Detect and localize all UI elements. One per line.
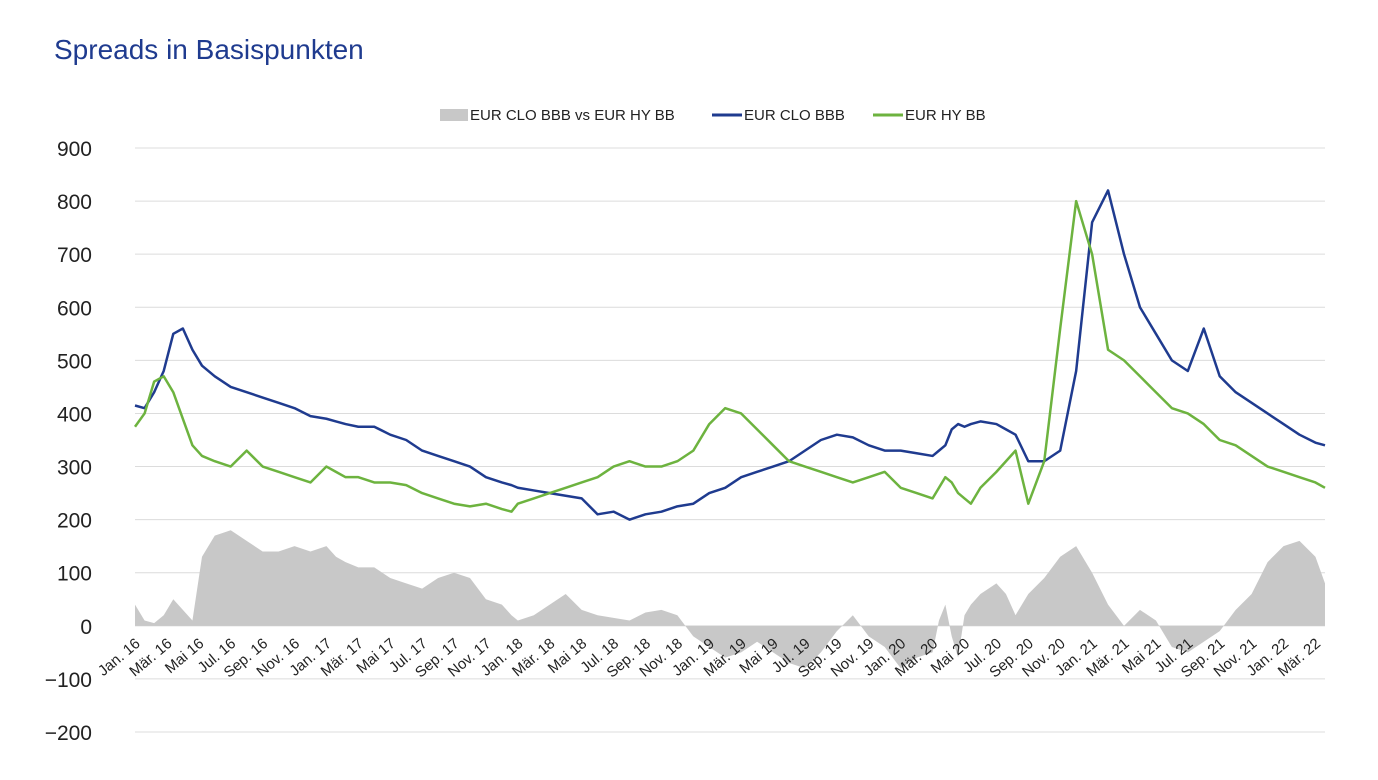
y-tick-label: 100 [57, 563, 92, 586]
y-tick-label: 700 [57, 244, 92, 267]
y-tick-label: 500 [57, 350, 92, 373]
legend-label: EUR CLO BBB vs EUR HY BB [470, 107, 675, 124]
chart-title: Spreads in Basispunkten [54, 34, 364, 65]
y-tick-label: 200 [57, 510, 92, 533]
y-tick-label: 600 [57, 297, 92, 320]
y-tick-label: −100 [45, 669, 92, 692]
legend-swatch-area [440, 109, 468, 121]
line-series [133, 189, 1326, 521]
legend-label: EUR CLO BBB [744, 107, 845, 124]
y-tick-label: 900 [57, 138, 92, 161]
y-tick-label: 800 [57, 191, 92, 214]
y-tick-label: 400 [57, 403, 92, 426]
y-tick-label: 0 [80, 616, 92, 639]
line-series-hy-bb [133, 199, 1326, 513]
line-series-clo-bbb [134, 189, 1326, 521]
legend-label: EUR HY BB [905, 107, 986, 124]
y-tick-label: −200 [45, 722, 92, 745]
legend: EUR CLO BBB vs EUR HY BB EUR CLO BBB EUR H… [440, 107, 986, 124]
area-series-clo-vs-hy [135, 530, 1325, 669]
y-axis-ticks: 900 800 700 600 500 400 300 200 100 0 −100 −200 [45, 138, 92, 745]
area-series [135, 530, 1325, 669]
y-tick-label: 300 [57, 457, 92, 480]
